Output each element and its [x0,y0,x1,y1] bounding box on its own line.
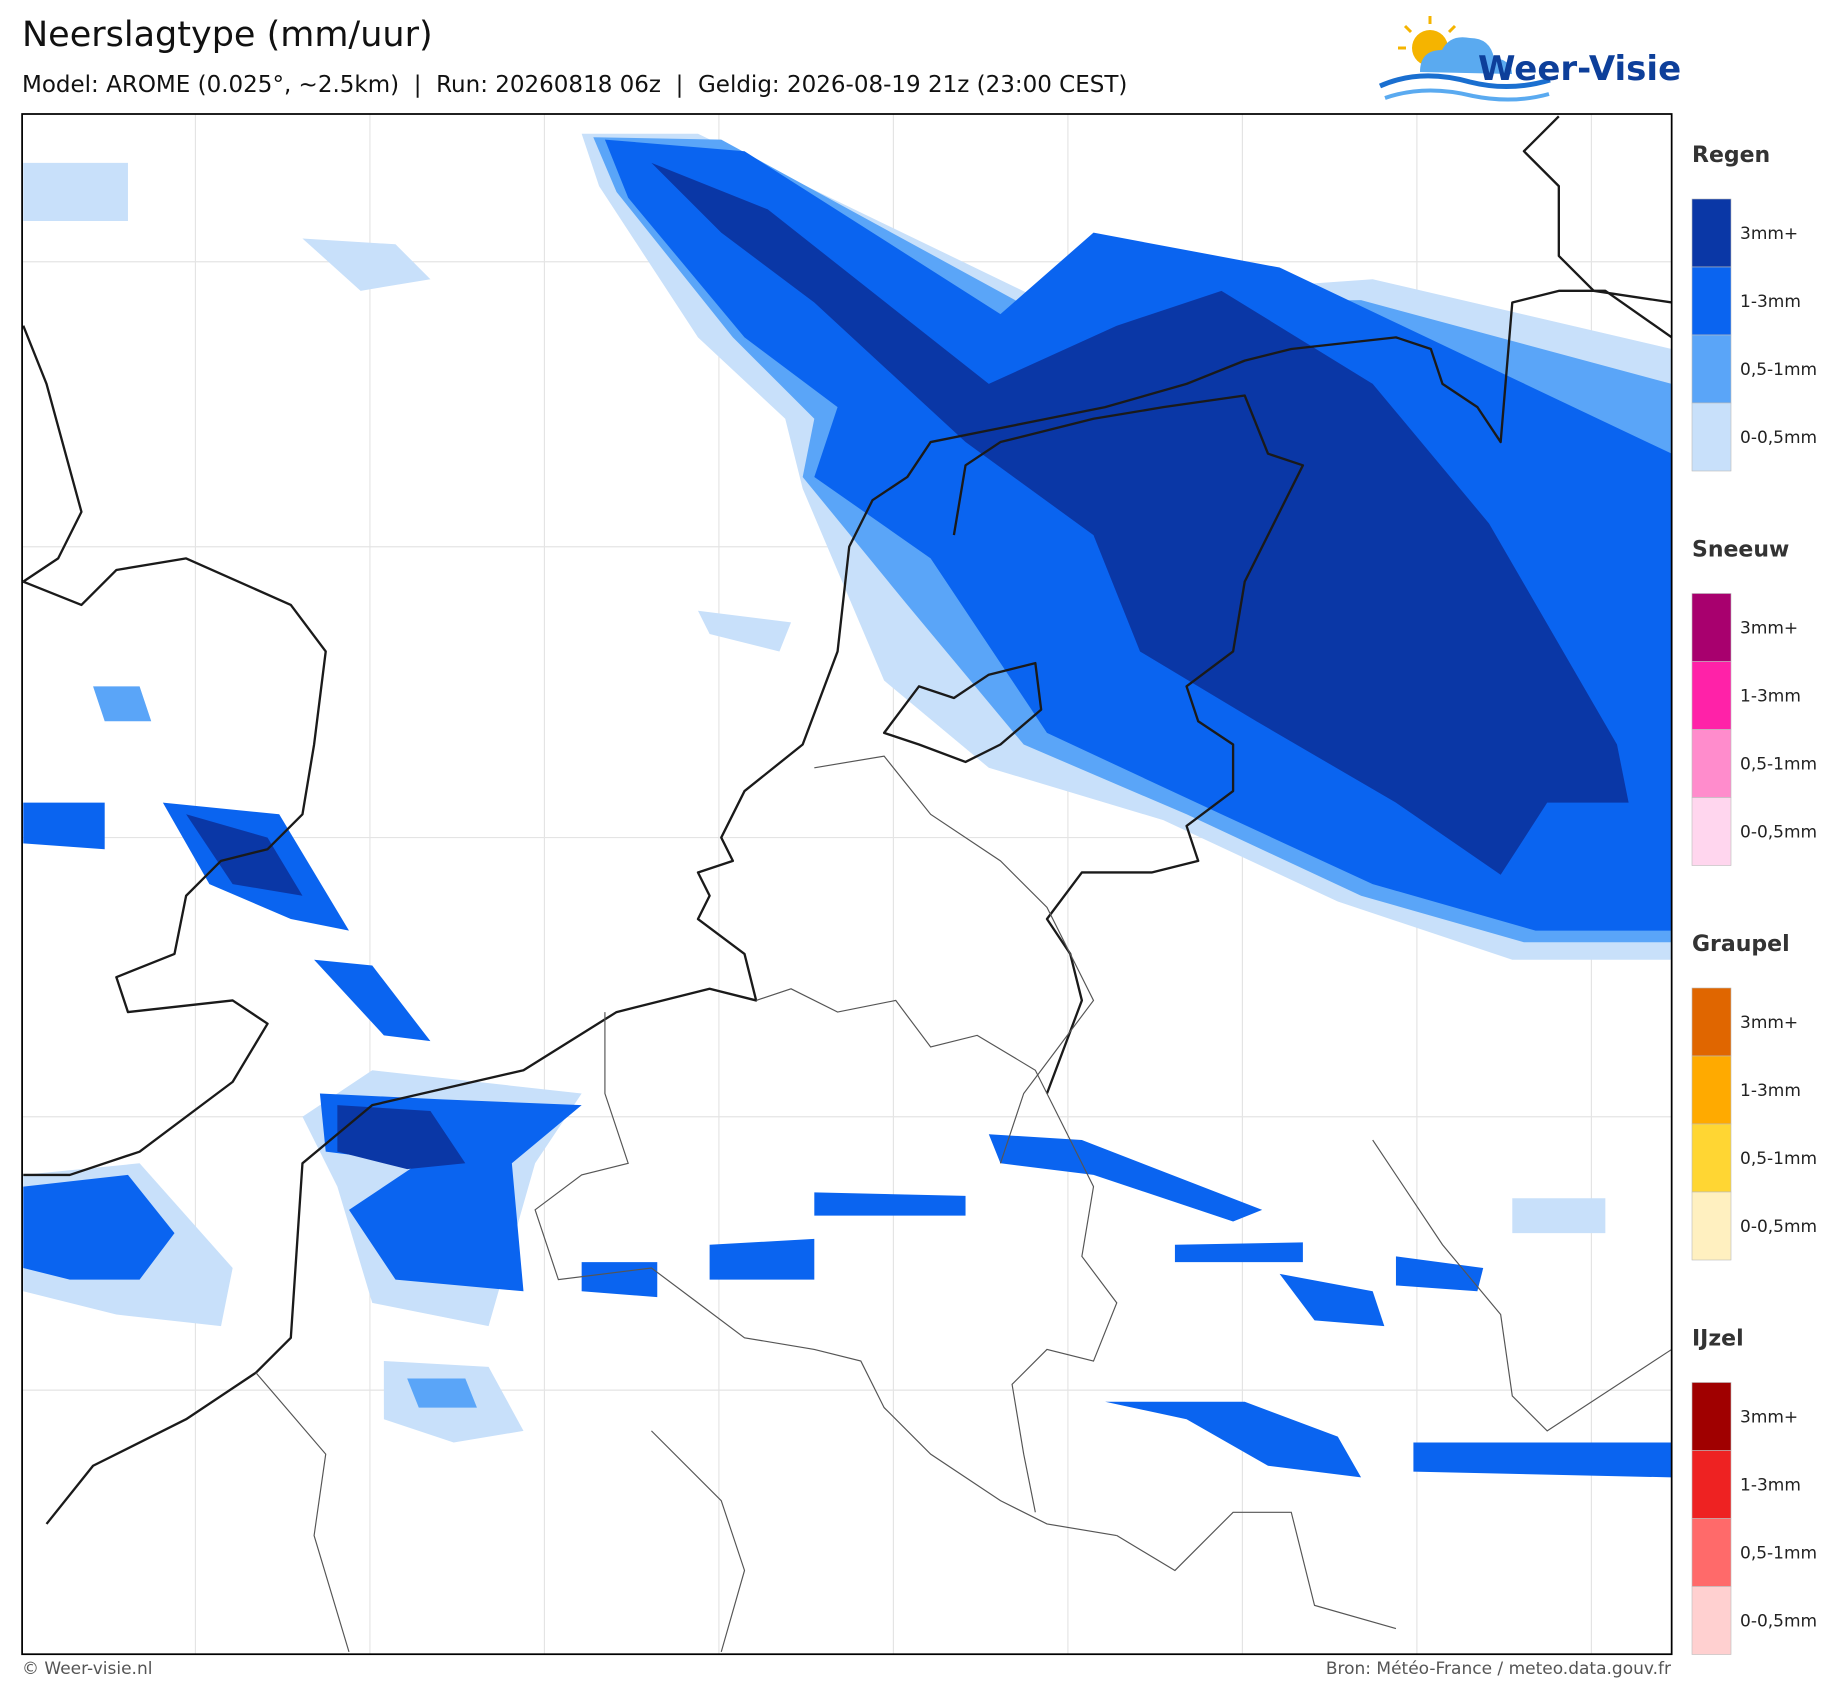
legend-label: 0,5-1mm [1740,360,1817,380]
legend-swatch [1691,1586,1732,1655]
legend-swatch [1691,797,1732,866]
precip-area [23,162,128,222]
precip-area [1395,1256,1484,1292]
precip-area [1413,1442,1672,1478]
legend-label: 3mm+ [1740,224,1798,244]
borders [255,755,1672,1653]
legend-label: 1-3mm [1740,292,1801,312]
precip-area [314,959,431,1042]
legend-label: 0-0,5mm [1740,428,1817,448]
legend-title: IJzel [1692,1327,1744,1352]
legend-swatch [1691,1382,1732,1451]
precip-area [581,1262,658,1298]
legend-swatch [1691,987,1732,1057]
logo-text: Weer-Visie [1478,49,1681,89]
legend-swatch [1691,402,1732,472]
precip-area [93,686,152,722]
legend-label: 3mm+ [1740,1408,1798,1428]
legend-swatch [1691,266,1732,336]
coastlines [22,115,1672,1525]
legend-label: 0,5-1mm [1740,1149,1817,1169]
precip-area [23,1174,175,1280]
legend-label: 0-0,5mm [1740,1612,1817,1632]
logo: Weer-Visie [1378,16,1681,102]
legend-label: 0-0,5mm [1740,1217,1817,1237]
source: Bron: Météo-France / meteo.data.gouv.fr [1326,1659,1671,1679]
legend-label: 1-3mm [1740,1081,1801,1101]
legend-swatch [1691,1055,1732,1125]
legend-swatch [1691,334,1732,404]
precip-area [302,238,431,291]
legend-title: Graupel [1692,932,1790,957]
legend-swatch [1691,1518,1732,1587]
legend-label: 3mm+ [1740,619,1798,639]
map [21,113,1673,1656]
precip-area [1105,1401,1362,1478]
legend-title: Sneeuw [1692,538,1789,563]
legend-label: 1-3mm [1740,687,1801,707]
legend-label: 0-0,5mm [1740,823,1817,843]
legend-label: 0,5-1mm [1740,755,1817,775]
legend-swatch [1691,1191,1732,1261]
legend-swatch [1691,198,1732,268]
precip-area [988,1134,1263,1222]
precip-area [1512,1198,1606,1234]
precip-area [697,610,792,652]
precip-area [814,1192,966,1216]
legend-label: 0,5-1mm [1740,1544,1817,1564]
legend-label: 1-3mm [1740,1476,1801,1496]
legend-swatch [1691,729,1732,798]
precip-area [407,1378,477,1408]
precip-area [1279,1273,1385,1327]
legend-title: Regen [1692,143,1770,168]
legend-swatch [1691,1123,1732,1193]
precip-area [337,1105,466,1170]
precip-area [23,802,105,850]
legend: Regen 3mm+ 1-3mm 0,5-1mm 0-0,5mm Sneeuw 3mm+ 1-… [1691,143,1817,1655]
legend-label: 3mm+ [1740,1013,1798,1033]
precip-area [709,1238,815,1280]
credit: © Weer-visie.nl [22,1659,152,1679]
legend-swatch [1691,593,1732,662]
legend-swatch [1691,1450,1732,1519]
subtitle: Model: AROME (0.025°, ~2.5km) | Run: 202… [22,72,1127,98]
precip-area [651,162,1629,875]
legend-swatch [1691,661,1732,730]
title: Neerslagtype (mm/uur) [22,15,433,55]
precip-area [1174,1242,1303,1263]
